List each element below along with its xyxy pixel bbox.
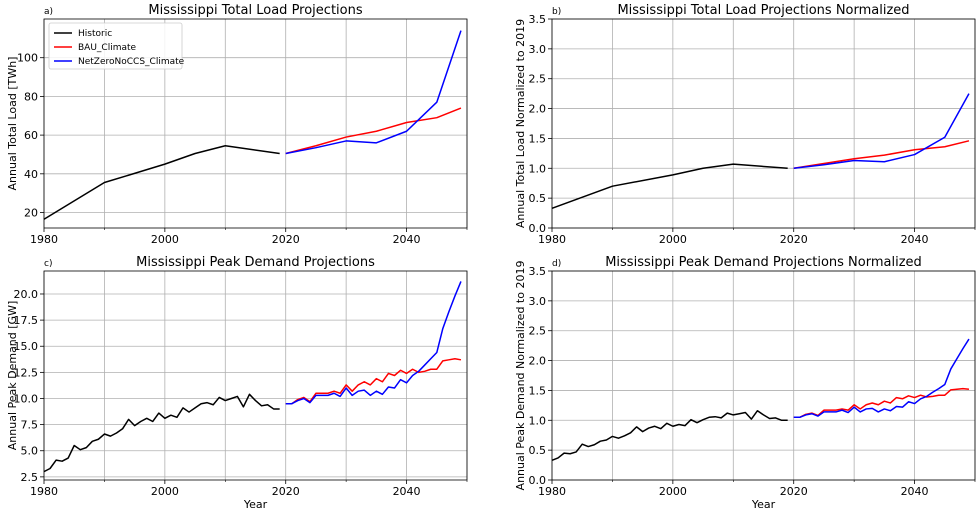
legend-label: BAU_Climate: [78, 43, 137, 53]
x-tick-label: 2020: [272, 233, 300, 246]
legend: Historic BAU_Climate NetZeroNoCCS_Climate: [48, 22, 185, 70]
y-tick-label: 3.5: [529, 265, 547, 278]
y-tick-label: 100: [17, 52, 38, 65]
x-tick-label: 2020: [272, 485, 300, 498]
series-line-historic: [551, 163, 788, 209]
series-line-bau-climate: [793, 387, 970, 419]
y-axis-label: Annual Peak Demand Normalized to 2019: [514, 261, 527, 491]
y-tick-label: 1.0: [529, 162, 547, 175]
y-tick-label: 40: [24, 168, 38, 181]
x-tick-label: 2040: [393, 233, 421, 246]
y-tick-label: 1.5: [529, 132, 547, 145]
x-tick-label: 1980: [30, 485, 58, 498]
series-line-historic: [43, 393, 280, 473]
chart-panel-2: 1980 2000 2020 2040 0.0 0.5 1.0 1.5 2.0 2.5 3.0 3.5…: [514, 3, 976, 246]
y-tick-label: 2.0: [529, 355, 547, 368]
chart-panel-4: 1980 2000 2020 2040 0.0 0.5 1.0 1.5 2.0 2.5 3.0 3.5…: [514, 255, 976, 511]
chart-panel-3: 1980 2000 2020 2040 2.5 5.0 7.5 10.0 12.5 15.0 17.…: [6, 255, 468, 511]
y-tick-label: 17.5: [14, 314, 39, 327]
panel-tag: b): [552, 7, 561, 17]
axes-frame: [43, 270, 468, 481]
x-tick-label: 2000: [151, 233, 179, 246]
legend-label: Historic: [78, 29, 112, 39]
y-axis-label: Annual Total Load Normalized to 2019: [514, 19, 527, 228]
x-tick-label: 2040: [901, 485, 929, 498]
series-line-bau-climate: [285, 358, 462, 405]
y-tick-label: 20: [24, 207, 38, 220]
y-tick-label: 1.5: [529, 384, 547, 397]
series-line-bau-climate: [793, 140, 970, 170]
series-line-netzeronoccs-climate: [793, 338, 970, 419]
y-tick-label: 2.5: [529, 73, 547, 86]
x-tick-label: 1980: [538, 485, 566, 498]
y-tick-label: 7.5: [21, 419, 39, 432]
x-tick-label: 2000: [151, 485, 179, 498]
series-line-historic: [43, 145, 280, 220]
y-tick-label: 2.0: [529, 103, 547, 116]
x-axis-label: Year: [751, 498, 776, 511]
x-tick-label: 1980: [538, 233, 566, 246]
axes-frame: [43, 18, 468, 229]
legend-box: [48, 22, 183, 70]
chart-title: Mississippi Peak Demand Projections: [136, 255, 375, 270]
y-tick-label: 12.5: [14, 366, 39, 379]
y-tick-label: 3.0: [529, 295, 547, 308]
x-tick-label: 1980: [30, 233, 58, 246]
chart-title: Mississippi Peak Demand Projections Norm…: [605, 255, 922, 270]
y-axis-label: Annual Peak Demand [GW]: [6, 301, 19, 450]
panel-tag: a): [44, 7, 53, 17]
y-tick-label: 0.5: [529, 444, 547, 457]
y-tick-label: 80: [24, 90, 38, 103]
y-tick-label: 60: [24, 129, 38, 142]
legend-label: NetZeroNoCCS_Climate: [78, 57, 185, 67]
y-tick-label: 1.0: [529, 414, 547, 427]
series-line-netzeronoccs-climate: [285, 30, 462, 155]
chart-title: Mississippi Total Load Projections: [148, 3, 362, 18]
y-tick-label: 3.0: [529, 43, 547, 56]
panel-tag: c): [44, 259, 52, 269]
y-tick-label: 2.5: [529, 325, 547, 338]
y-tick-label: 2.5: [21, 471, 39, 484]
panel-tag: d): [552, 259, 561, 269]
axes-frame: [551, 270, 976, 481]
series-line-netzeronoccs-climate: [285, 281, 462, 405]
axes-frame: [551, 18, 976, 229]
y-tick-label: 0.0: [529, 474, 547, 487]
series-line-netzeronoccs-climate: [793, 93, 970, 170]
y-tick-label: 0.5: [529, 192, 547, 205]
x-tick-label: 2000: [659, 485, 687, 498]
series-line-bau-climate: [285, 107, 462, 155]
x-tick-label: 2020: [780, 485, 808, 498]
x-axis-label: Year: [243, 498, 268, 511]
y-axis-label: Annual Total Load [TWh]: [6, 57, 19, 191]
x-tick-label: 2020: [780, 233, 808, 246]
x-tick-label: 2040: [393, 485, 421, 498]
x-tick-label: 2040: [901, 233, 929, 246]
y-tick-label: 5.0: [21, 445, 39, 458]
y-tick-label: 10.0: [14, 392, 39, 405]
chart-title: Mississippi Total Load Projections Norma…: [617, 3, 909, 18]
y-tick-label: 15.0: [14, 340, 39, 353]
x-tick-label: 2000: [659, 233, 687, 246]
y-tick-label: 3.5: [529, 13, 547, 26]
y-tick-label: 0.0: [529, 222, 547, 235]
series-line-historic: [551, 409, 788, 461]
y-tick-label: 20.0: [14, 288, 39, 301]
